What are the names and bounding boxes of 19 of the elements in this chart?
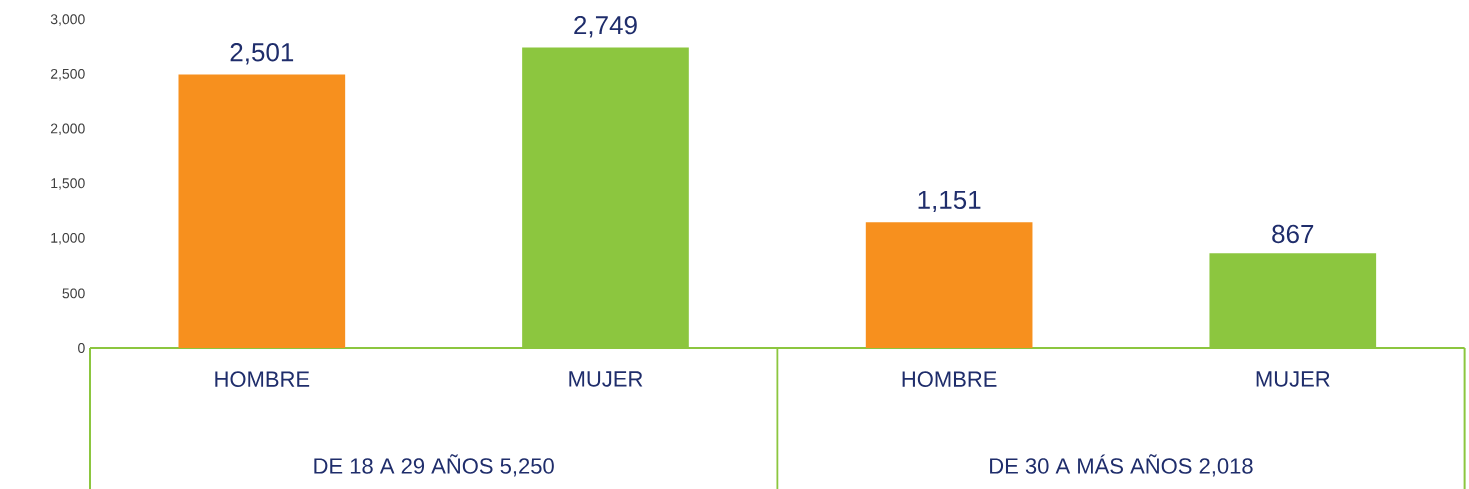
x-tick-label: HOMBRE bbox=[215, 371, 310, 387]
y-tick-label: 2,000 bbox=[50, 123, 85, 136]
bar bbox=[178, 74, 346, 348]
y-tick-label: 3,000 bbox=[50, 14, 85, 26]
data-label: 867 bbox=[1272, 224, 1314, 244]
x-tick-label: MUJER bbox=[569, 371, 643, 387]
y-tick-label: 1,500 bbox=[51, 178, 85, 190]
y-tick-label: 0 bbox=[78, 343, 85, 353]
y-tick-label: 500 bbox=[62, 288, 85, 299]
data-label: 2,501 bbox=[230, 43, 294, 65]
x-tick-label: HOMBRE bbox=[902, 371, 997, 387]
y-tick-label: 2,500 bbox=[50, 68, 85, 81]
data-label: 2,749 bbox=[574, 15, 637, 38]
x-tick-label: MUJER bbox=[1256, 371, 1330, 387]
text: DE 30 A MÁS AÑOS 2,018 bbox=[990, 454, 1253, 477]
data-label: 1,151 bbox=[918, 190, 981, 213]
y-tick-label: 1,000 bbox=[51, 232, 85, 245]
bar bbox=[865, 222, 1033, 348]
text: DE 18 A 29 AÑOS 5,250 bbox=[314, 454, 554, 477]
